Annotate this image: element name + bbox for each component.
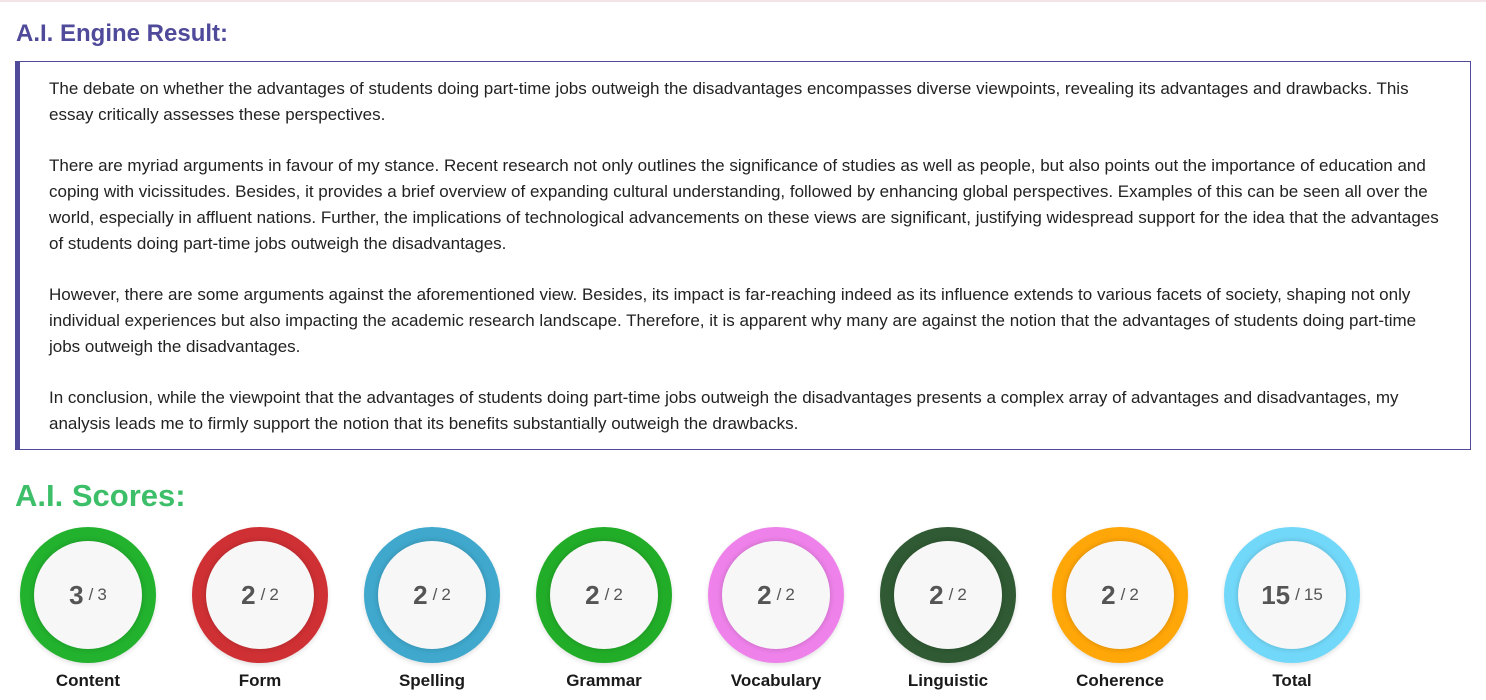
essay-paragraph: There are myriad arguments in favour of … (49, 156, 1439, 253)
score-max: 15 (1303, 585, 1323, 604)
score-ring-inner: 2 / 2 (894, 541, 1002, 649)
score-ring: 3 / 3 (20, 527, 156, 663)
score-max: 2 (1129, 585, 1139, 604)
score-value: 2 (757, 579, 772, 610)
score-content: 3 / 3 Content (20, 527, 156, 697)
score-total: 15 / 15 Total (1224, 527, 1360, 697)
score-separator: / (604, 585, 610, 604)
score-ring-inner: 2 / 2 (206, 541, 314, 649)
score-value: 15 (1261, 579, 1291, 610)
score-separator: / (432, 585, 438, 604)
score-separator: / (1120, 585, 1126, 604)
score-value: 2 (929, 579, 944, 610)
score-ring: 2 / 2 (192, 527, 328, 663)
score-value: 2 (585, 579, 600, 610)
essay-paragraph: The debate on whether the advantages of … (49, 79, 1409, 124)
score-separator: / (1295, 585, 1300, 604)
score-label: Form (238, 671, 282, 690)
score-separator: / (260, 585, 266, 604)
score-form: 2 / 2 Form (192, 527, 328, 697)
essay-paragraph: However, there are some arguments agains… (49, 285, 1417, 356)
score-separator: / (948, 585, 954, 604)
score-vocabulary: 2 / 2 Vocabulary (708, 527, 844, 697)
result-heading: A.I. Engine Result: (16, 20, 229, 47)
score-separator: / (776, 585, 782, 604)
score-label: Total (1272, 671, 1312, 690)
score-ring-inner: 2 / 2 (1066, 541, 1174, 649)
score-label: Vocabulary (730, 671, 822, 690)
score-max: 2 (613, 585, 623, 604)
score-label: Content (55, 671, 121, 690)
score-ring: 2 / 2 (1052, 527, 1188, 663)
score-value: 2 (241, 579, 256, 610)
score-ring: 2 / 2 (708, 527, 844, 663)
score-ring-inner: 3 / 3 (34, 541, 142, 649)
score-max: 2 (269, 585, 279, 604)
score-separator: / (88, 585, 94, 604)
score-value: 3 (69, 579, 84, 610)
essay-result-box: The debate on whether the advantages of … (15, 61, 1471, 450)
score-max: 2 (785, 585, 795, 604)
score-ring: 15 / 15 (1224, 527, 1360, 663)
score-linguistic: 2 / 2 Linguistic (880, 527, 1016, 697)
score-max: 2 (441, 585, 451, 604)
score-label: Coherence (1076, 671, 1164, 690)
score-ring: 2 / 2 (880, 527, 1016, 663)
score-ring-inner: 15 / 15 (1238, 541, 1346, 649)
score-ring-inner: 2 / 2 (378, 541, 486, 649)
score-value: 2 (413, 579, 428, 610)
score-label: Spelling (398, 671, 466, 690)
score-coherence: 2 / 2 Coherence (1052, 527, 1188, 697)
score-grammar: 2 / 2 Grammar (536, 527, 672, 697)
top-divider (0, 0, 1486, 2)
scores-heading: A.I. Scores: (15, 478, 186, 513)
score-ring-inner: 2 / 2 (550, 541, 658, 649)
score-max: 2 (957, 585, 967, 604)
score-ring-inner: 2 / 2 (722, 541, 830, 649)
score-max: 3 (97, 585, 107, 604)
score-label: Linguistic (907, 671, 989, 690)
essay-paragraph: In conclusion, while the viewpoint that … (49, 388, 1399, 434)
score-spelling: 2 / 2 Spelling (364, 527, 500, 697)
score-label: Grammar (566, 671, 642, 690)
score-ring: 2 / 2 (364, 527, 500, 663)
score-value: 2 (1101, 579, 1116, 610)
score-ring: 2 / 2 (536, 527, 672, 663)
